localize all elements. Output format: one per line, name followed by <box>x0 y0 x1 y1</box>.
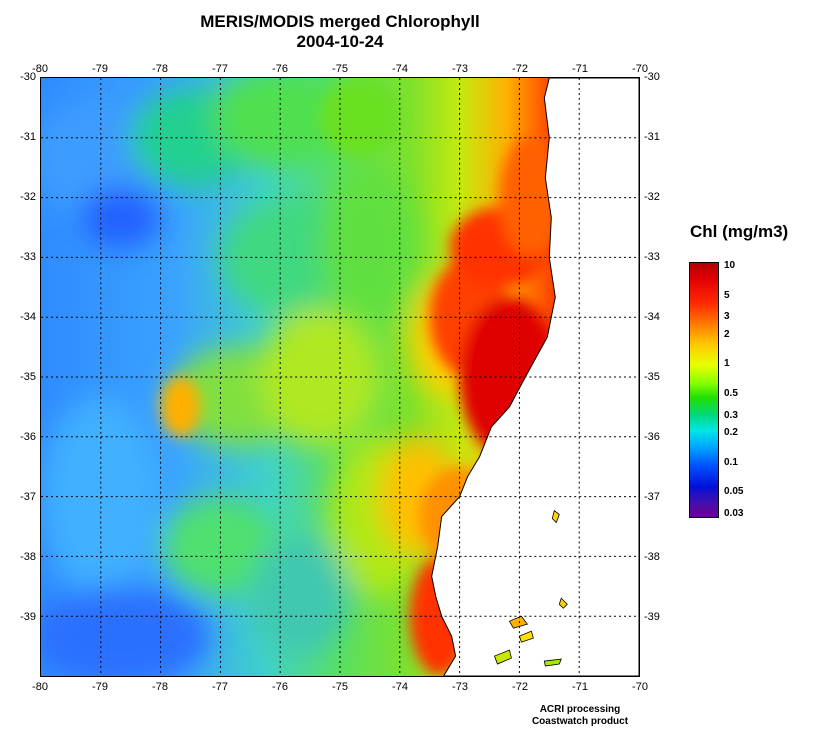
lat-tick-right: -32 <box>644 191 660 203</box>
lon-tick-top: -72 <box>512 63 528 75</box>
lat-tick-left: -33 <box>20 251 36 263</box>
lat-tick-left: -30 <box>20 71 36 83</box>
lat-tick-left: -34 <box>20 311 36 323</box>
lat-tick-right: -30 <box>644 71 660 83</box>
lon-tick-top: -76 <box>272 63 288 75</box>
lon-tick-bottom: -71 <box>572 681 588 693</box>
credit-product: Coastwatch product <box>531 716 629 727</box>
lon-tick-bottom: -79 <box>92 681 108 693</box>
colorbar-label: 0.5 <box>724 387 738 399</box>
lon-tick-top: -77 <box>212 63 228 75</box>
lat-tick-right: -34 <box>644 311 660 323</box>
map-title: MERIS/MODIS merged Chlorophyll <box>200 12 480 31</box>
lon-tick-bottom: -72 <box>512 681 528 693</box>
colorbar-label: 1 <box>724 358 730 370</box>
chlorophyll-map <box>40 77 640 677</box>
lon-tick-top: -78 <box>152 63 168 75</box>
colorbar-label: 0.3 <box>724 409 738 421</box>
lat-tick-right: -38 <box>644 551 660 563</box>
colorbar-label: 3 <box>724 311 730 323</box>
islands <box>493 509 568 667</box>
colorbar-label: 0.2 <box>724 427 738 438</box>
lat-tick-right: -39 <box>644 611 660 623</box>
lat-tick-left: -36 <box>20 431 36 443</box>
colorbar-label: 0.1 <box>724 456 738 468</box>
lon-tick-bottom: -77 <box>212 681 228 693</box>
lon-tick-bottom: -80 <box>32 681 48 693</box>
credit-processing: ACRI processing <box>539 704 621 715</box>
lat-tick-right: -33 <box>644 251 660 263</box>
lat-tick-right: -35 <box>644 371 660 383</box>
lon-tick-bottom: -76 <box>272 681 288 693</box>
lat-tick-left: -31 <box>20 131 36 143</box>
lon-tick-top: -71 <box>572 63 588 75</box>
lat-tick-left: -39 <box>20 611 36 623</box>
lat-tick-right: -36 <box>644 431 660 443</box>
lon-tick-top: -74 <box>392 63 408 75</box>
lon-tick-top: -73 <box>452 63 468 75</box>
lat-tick-right: -37 <box>644 491 660 503</box>
lat-tick-left: -32 <box>20 191 36 203</box>
colorbar-label: 10 <box>724 260 736 271</box>
colorbar-label: 2 <box>724 328 730 340</box>
colorbar-label: 0.03 <box>724 508 744 519</box>
lat-tick-left: -37 <box>20 491 36 503</box>
map-date: 2004-10-24 <box>296 32 384 51</box>
colorbar-label: 0.05 <box>724 486 744 498</box>
lon-tick-bottom: -75 <box>332 681 348 693</box>
colorbar <box>689 262 719 518</box>
lon-tick-top: -79 <box>92 63 108 75</box>
lon-tick-top: -75 <box>332 63 348 75</box>
legend-title: Chl (mg/m3) <box>690 222 789 241</box>
lon-tick-top: -80 <box>32 63 48 75</box>
lon-tick-bottom: -78 <box>152 681 168 693</box>
lon-tick-top: -70 <box>632 63 648 75</box>
lon-tick-bottom: -70 <box>632 681 648 693</box>
lat-tick-left: -38 <box>20 551 36 563</box>
colorbar-label: 5 <box>724 289 730 301</box>
lon-tick-bottom: -74 <box>392 681 408 693</box>
lon-tick-bottom: -73 <box>452 681 468 693</box>
lat-tick-right: -31 <box>644 131 660 143</box>
lat-tick-left: -35 <box>20 371 36 383</box>
